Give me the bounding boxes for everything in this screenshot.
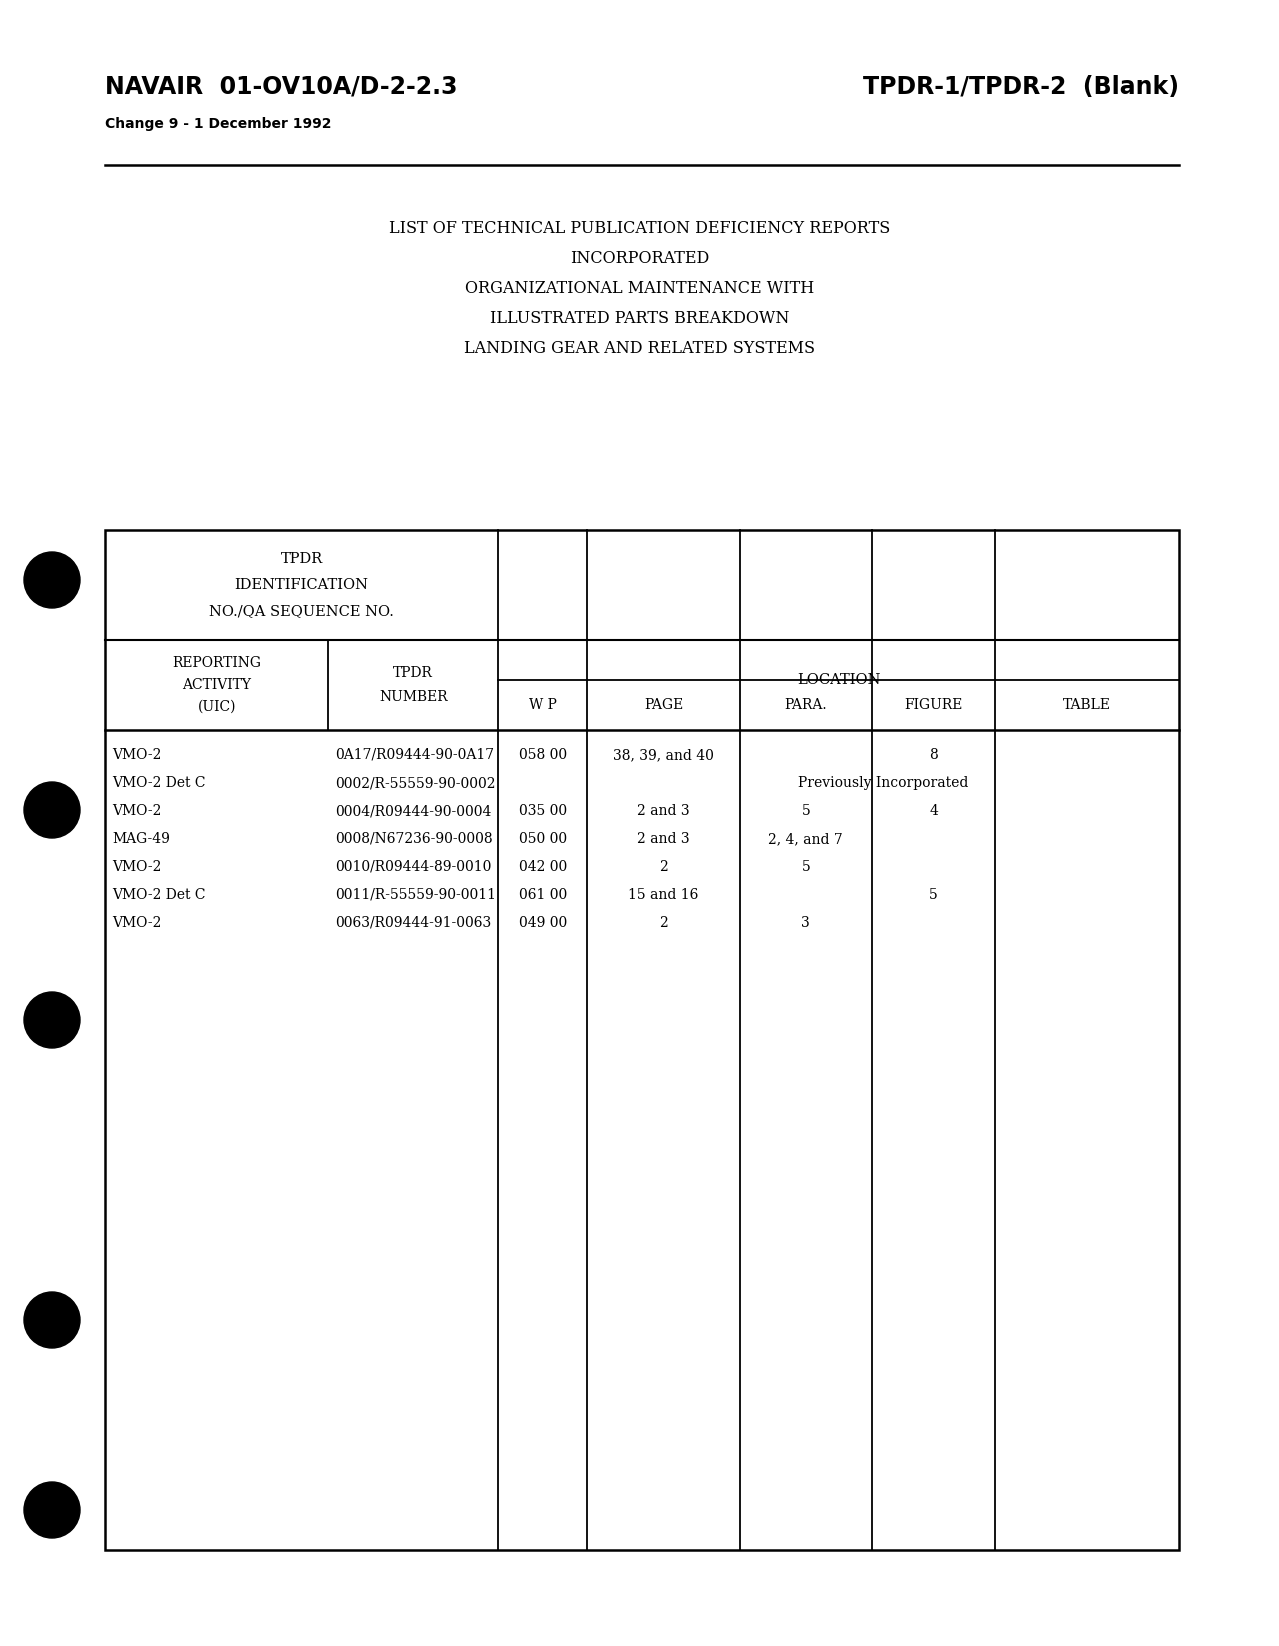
Circle shape xyxy=(24,993,81,1049)
Text: IDENTIFICATION: IDENTIFICATION xyxy=(234,578,368,593)
Text: REPORTING: REPORTING xyxy=(173,657,261,670)
Circle shape xyxy=(24,1292,81,1348)
Text: 2: 2 xyxy=(659,859,668,874)
Text: LOCATION: LOCATION xyxy=(797,673,880,686)
Text: 049 00: 049 00 xyxy=(518,917,567,930)
Text: 8: 8 xyxy=(930,747,938,762)
Text: Change 9 - 1 December 1992: Change 9 - 1 December 1992 xyxy=(105,117,331,132)
Text: 058 00: 058 00 xyxy=(518,747,567,762)
Bar xyxy=(105,530,1179,1551)
Text: 2, 4, and 7: 2, 4, and 7 xyxy=(769,831,843,846)
Text: 0008/N67236-90-0008: 0008/N67236-90-0008 xyxy=(335,831,492,846)
Text: NO./QA SEQUENCE NO.: NO./QA SEQUENCE NO. xyxy=(208,604,394,619)
Text: PARA.: PARA. xyxy=(784,698,828,713)
Text: LANDING GEAR AND RELATED SYSTEMS: LANDING GEAR AND RELATED SYSTEMS xyxy=(464,341,815,357)
Text: (UIC): (UIC) xyxy=(197,700,235,714)
Circle shape xyxy=(24,1481,81,1537)
Text: W P: W P xyxy=(528,698,556,713)
Text: ILLUSTRATED PARTS BREAKDOWN: ILLUSTRATED PARTS BREAKDOWN xyxy=(490,309,789,328)
Text: VMO-2: VMO-2 xyxy=(113,917,161,930)
Text: 0010/R09444-89-0010: 0010/R09444-89-0010 xyxy=(335,859,491,874)
Text: 0004/R09444-90-0004: 0004/R09444-90-0004 xyxy=(335,803,491,818)
Text: 0063/R09444-91-0063: 0063/R09444-91-0063 xyxy=(335,917,491,930)
Text: 4: 4 xyxy=(929,803,938,818)
Text: 5: 5 xyxy=(802,803,810,818)
Text: ORGANIZATIONAL MAINTENANCE WITH: ORGANIZATIONAL MAINTENANCE WITH xyxy=(464,280,815,296)
Text: 2: 2 xyxy=(659,917,668,930)
Text: TPDR: TPDR xyxy=(394,667,434,680)
Text: 5: 5 xyxy=(930,887,938,902)
Text: VMO-2: VMO-2 xyxy=(113,747,161,762)
Text: 2 and 3: 2 and 3 xyxy=(637,803,689,818)
Text: TPDR: TPDR xyxy=(280,551,322,566)
Text: VMO-2: VMO-2 xyxy=(113,803,161,818)
Text: 3: 3 xyxy=(802,917,810,930)
Text: VMO-2 Det C: VMO-2 Det C xyxy=(113,775,206,790)
Text: 2 and 3: 2 and 3 xyxy=(637,831,689,846)
Text: 15 and 16: 15 and 16 xyxy=(628,887,698,902)
Text: 042 00: 042 00 xyxy=(518,859,567,874)
Circle shape xyxy=(24,782,81,838)
Text: TPDR-1/TPDR-2  (Blank): TPDR-1/TPDR-2 (Blank) xyxy=(863,76,1179,99)
Text: FIGURE: FIGURE xyxy=(904,698,963,713)
Text: 0011/R-55559-90-0011: 0011/R-55559-90-0011 xyxy=(335,887,496,902)
Text: VMO-2: VMO-2 xyxy=(113,859,161,874)
Text: 050 00: 050 00 xyxy=(518,831,567,846)
Text: MAG-49: MAG-49 xyxy=(113,831,170,846)
Text: 0002/R-55559-90-0002: 0002/R-55559-90-0002 xyxy=(335,775,496,790)
Text: 38, 39, and 40: 38, 39, and 40 xyxy=(613,747,714,762)
Text: NAVAIR  01-OV10A/D-2-2.3: NAVAIR 01-OV10A/D-2-2.3 xyxy=(105,76,458,99)
Text: Previously Incorporated: Previously Incorporated xyxy=(798,775,968,790)
Text: 5: 5 xyxy=(802,859,810,874)
Text: ACTIVITY: ACTIVITY xyxy=(182,678,251,691)
Text: 0A17/R09444-90-0A17: 0A17/R09444-90-0A17 xyxy=(335,747,495,762)
Text: 061 00: 061 00 xyxy=(518,887,567,902)
Text: INCORPORATED: INCORPORATED xyxy=(570,250,709,267)
Text: NUMBER: NUMBER xyxy=(379,690,448,704)
Text: 035 00: 035 00 xyxy=(518,803,567,818)
Text: TABLE: TABLE xyxy=(1063,698,1111,713)
Circle shape xyxy=(24,551,81,607)
Text: VMO-2 Det C: VMO-2 Det C xyxy=(113,887,206,902)
Text: LIST OF TECHNICAL PUBLICATION DEFICIENCY REPORTS: LIST OF TECHNICAL PUBLICATION DEFICIENCY… xyxy=(389,221,890,237)
Text: PAGE: PAGE xyxy=(643,698,683,713)
